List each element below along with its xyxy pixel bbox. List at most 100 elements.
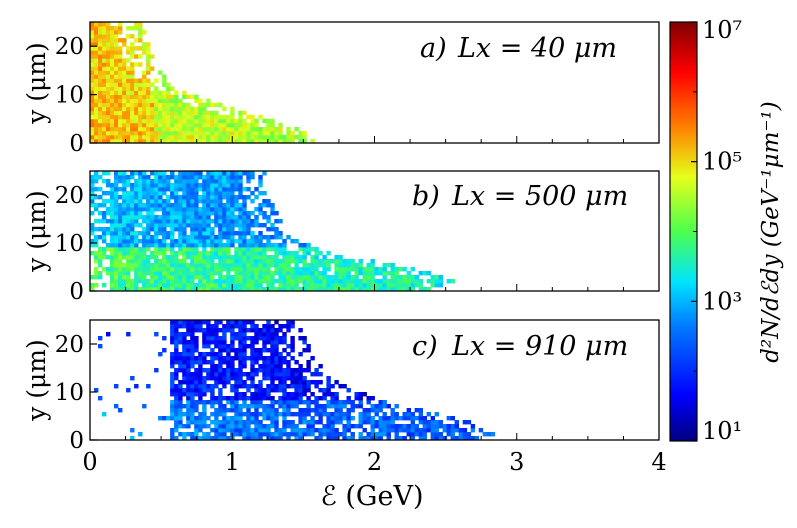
heat-cell	[402, 436, 407, 441]
heat-cell	[290, 376, 295, 381]
heat-cell	[238, 404, 243, 409]
heat-cell	[102, 203, 107, 208]
heat-cell	[226, 187, 231, 192]
heat-cell	[222, 332, 227, 337]
heat-cell	[230, 400, 235, 405]
heat-cell	[106, 267, 111, 272]
heat-cell	[90, 102, 95, 108]
heat-cell	[274, 231, 279, 236]
heat-cell	[470, 428, 476, 433]
heat-cell	[114, 227, 119, 232]
heat-cell	[182, 118, 187, 124]
heat-cell	[238, 412, 243, 417]
heat-cell	[282, 400, 287, 405]
heat-cell	[290, 134, 295, 140]
heat-cell	[194, 171, 199, 176]
heat-cell	[226, 271, 231, 276]
heat-cell	[118, 179, 123, 184]
heat-cell	[90, 287, 95, 292]
heat-cell	[158, 134, 163, 140]
heat-cell	[350, 436, 355, 441]
heat-cell	[430, 279, 436, 284]
heat-cell	[98, 263, 103, 268]
heat-cell	[146, 130, 151, 136]
heat-cell	[242, 139, 247, 144]
heat-cell	[422, 428, 428, 433]
heat-cell	[198, 412, 203, 417]
heat-cell	[214, 114, 219, 120]
heat-cell	[310, 259, 315, 264]
heat-cell	[242, 328, 247, 333]
heat-cell	[382, 267, 387, 272]
heat-cell	[386, 420, 391, 425]
heat-cell	[218, 428, 223, 433]
heat-cell	[110, 271, 115, 276]
heat-cell	[142, 235, 147, 240]
heat-cell	[254, 243, 259, 248]
heat-cell	[430, 416, 436, 421]
heat-cell	[178, 114, 183, 120]
heat-cell	[254, 420, 259, 425]
heat-cell	[154, 139, 159, 144]
heat-cell	[198, 263, 203, 268]
heat-cell	[366, 408, 371, 413]
heat-cell	[234, 420, 239, 425]
heat-cell	[294, 271, 299, 276]
heat-cell	[246, 126, 251, 132]
heat-cell	[258, 400, 263, 405]
heat-cell	[294, 283, 299, 288]
heat-cell	[262, 203, 267, 208]
heat-cell	[126, 239, 131, 244]
heat-cell	[170, 356, 175, 361]
heat-cell	[242, 287, 247, 292]
heat-cell	[178, 130, 183, 136]
heat-cell	[170, 255, 175, 260]
heat-cell	[262, 332, 267, 337]
heat-cell	[302, 271, 307, 276]
heat-cell	[246, 412, 251, 417]
heat-cell	[306, 368, 311, 373]
heat-cell	[218, 380, 223, 385]
heat-cell	[370, 408, 375, 413]
colorbar-gradient	[669, 21, 698, 442]
heat-cell	[218, 175, 223, 180]
heat-cell	[154, 134, 159, 140]
heat-cell	[146, 227, 151, 232]
heat-cell	[334, 432, 339, 437]
heat-cell	[150, 187, 155, 192]
heat-cell	[142, 90, 147, 96]
heat-cell	[306, 428, 311, 433]
heat-cell	[98, 86, 103, 91]
heat-cell	[410, 420, 416, 425]
heat-cell	[338, 271, 343, 276]
heat-cell	[206, 183, 211, 188]
heat-cell	[194, 98, 199, 104]
heat-cell	[302, 279, 307, 284]
heat-cell	[206, 134, 211, 140]
heat-cell	[218, 392, 223, 397]
heat-cell	[186, 396, 191, 401]
heat-cell	[366, 283, 371, 288]
heat-cell	[386, 436, 391, 441]
heat-cell	[170, 106, 175, 112]
y-tick-label: 0	[69, 279, 84, 305]
heat-cell	[98, 344, 103, 349]
heat-cell	[90, 211, 95, 216]
heat-cell	[178, 275, 183, 280]
heat-cell	[246, 271, 251, 276]
heat-cell	[266, 384, 271, 389]
heat-cell	[178, 352, 183, 357]
heat-cell	[98, 114, 103, 120]
heat-cell	[466, 432, 472, 437]
heat-cell	[270, 259, 275, 264]
heat-cell	[90, 90, 95, 96]
heat-cell	[250, 420, 255, 425]
heat-cell	[346, 428, 351, 433]
heat-cell	[270, 255, 275, 260]
heat-cell	[410, 424, 416, 429]
heat-cell	[254, 396, 259, 401]
heat-cell	[194, 179, 199, 184]
heat-cell	[134, 223, 139, 228]
heat-cell	[266, 126, 271, 132]
heat-cell	[238, 171, 243, 176]
